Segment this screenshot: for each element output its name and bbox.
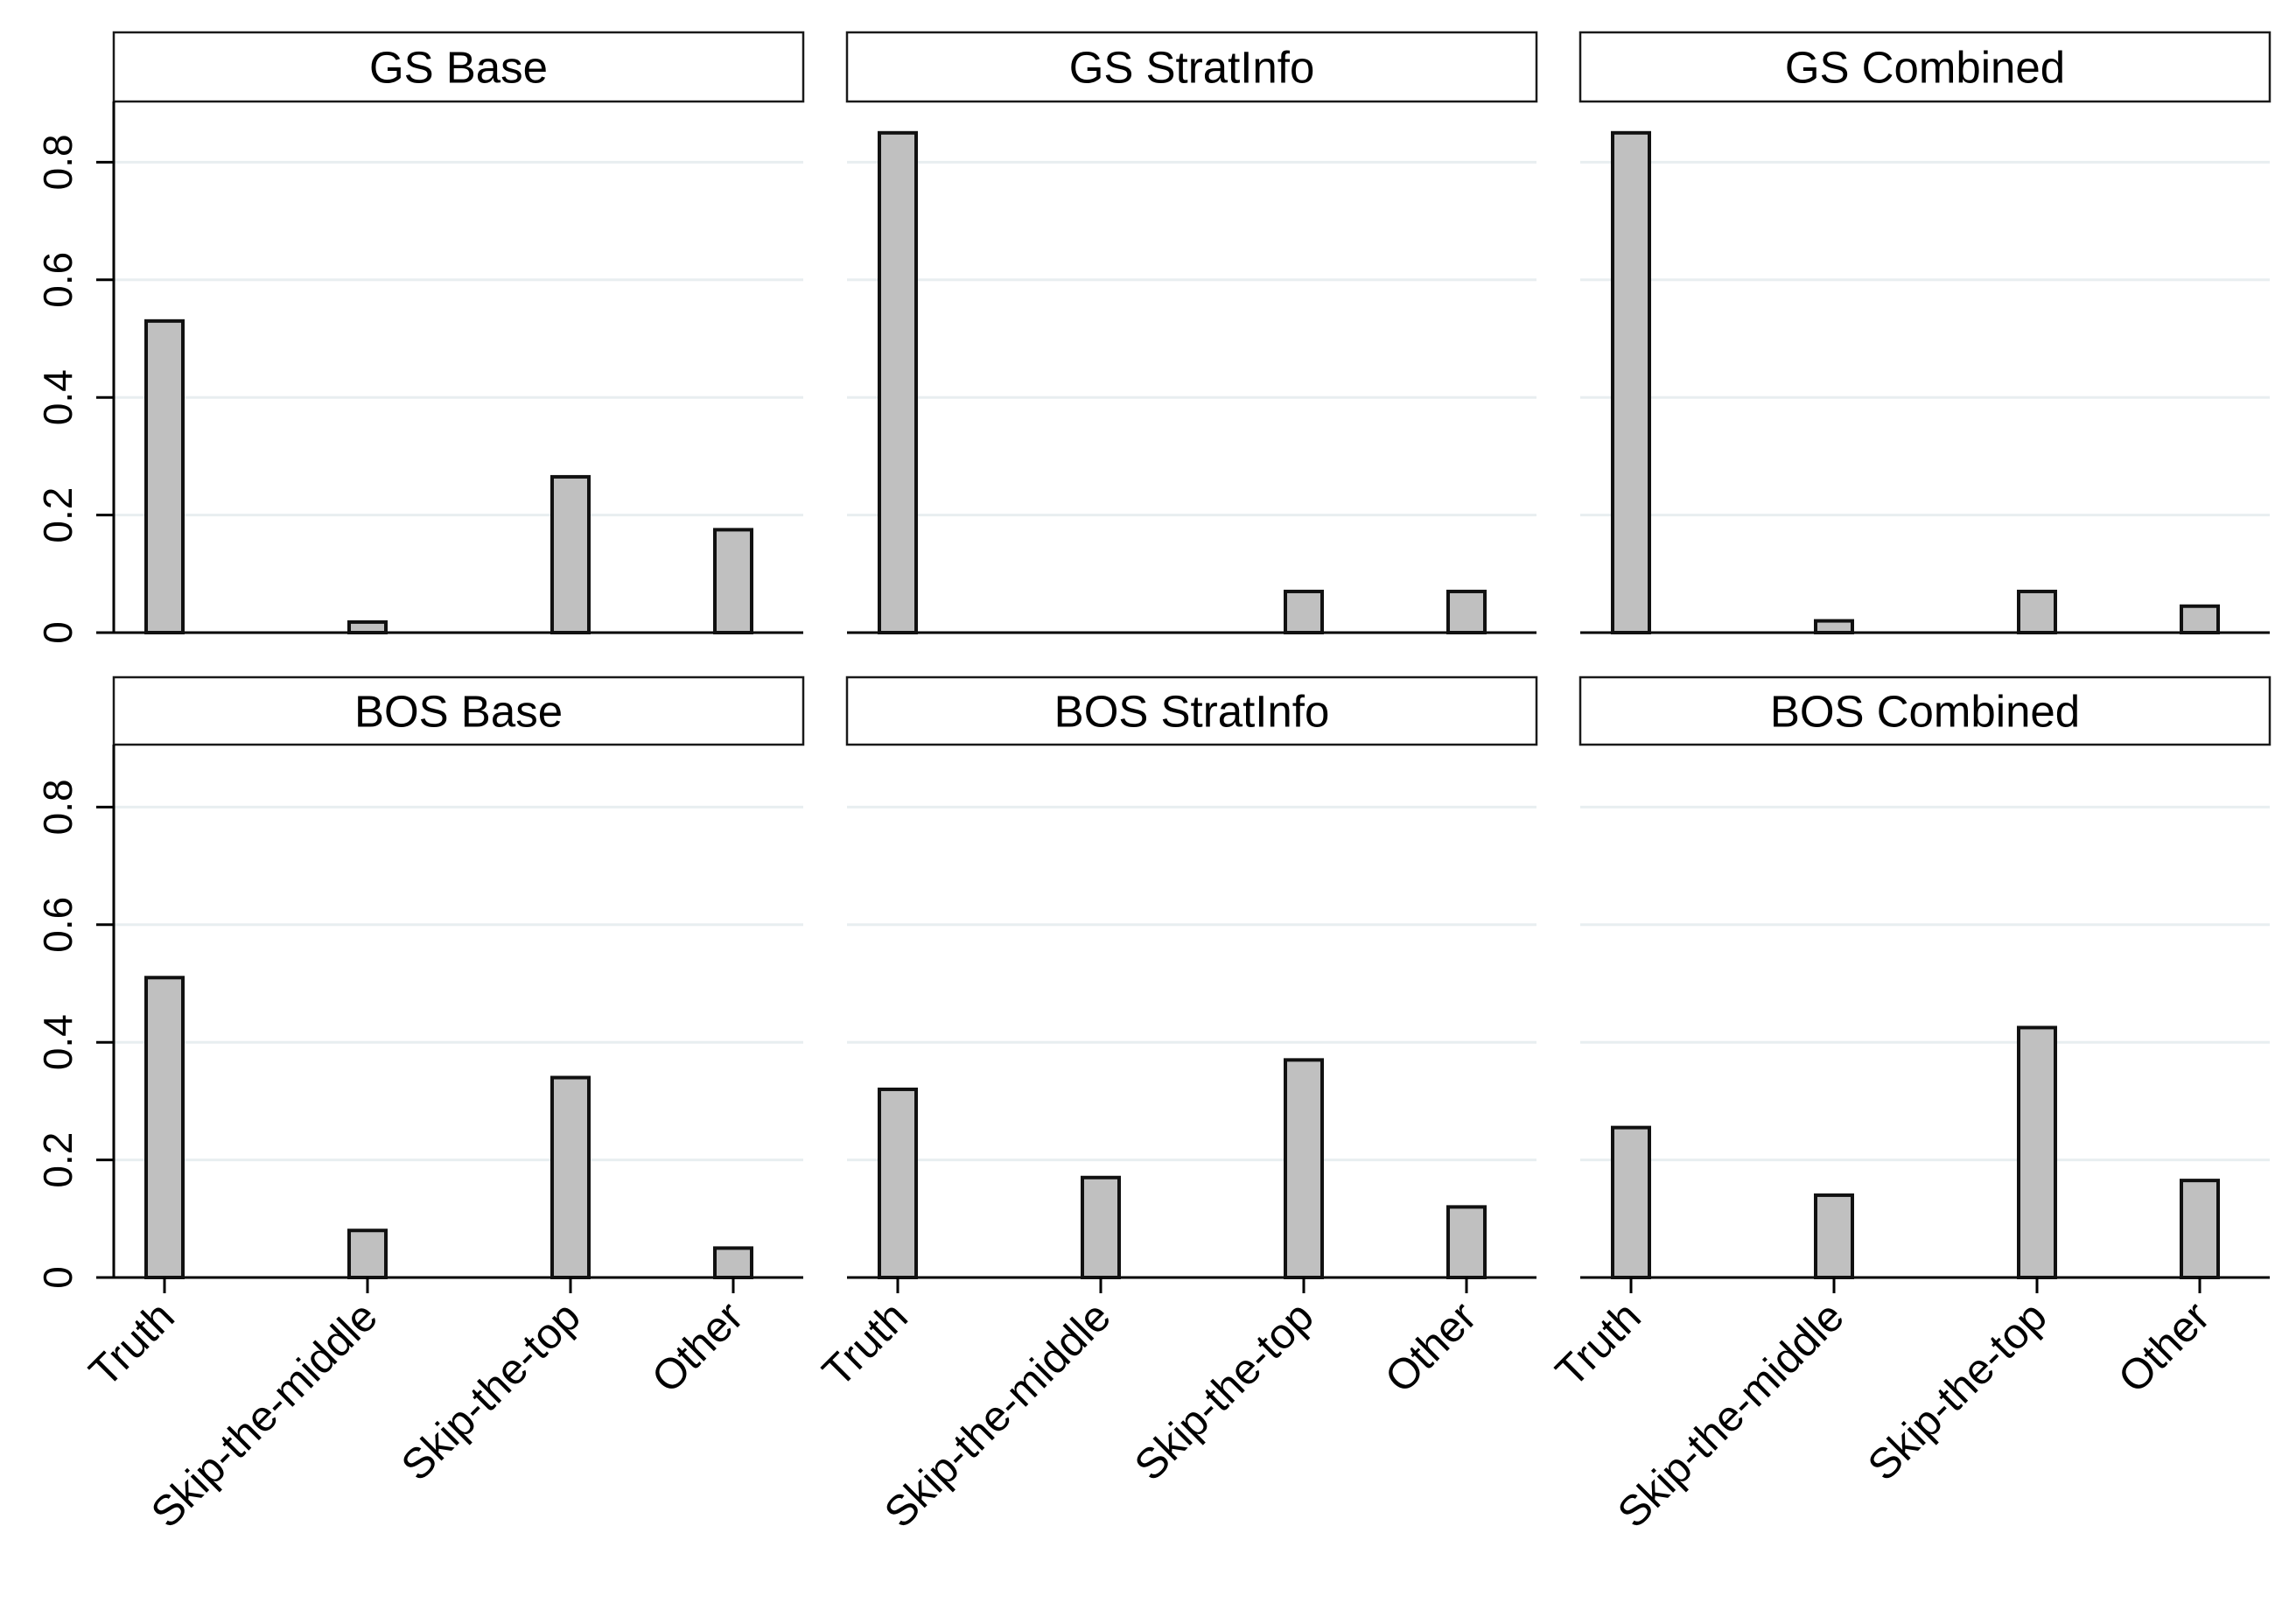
panel-title-gs-stratinfo: GS StratInfo xyxy=(1069,43,1315,93)
y-tick-label: 0.8 xyxy=(35,134,80,190)
bar-gs-combined-other xyxy=(2180,604,2220,635)
y-tick-label: 0.6 xyxy=(35,252,80,308)
y-tick-label: 0.4 xyxy=(35,1014,80,1070)
bar-gs-stratinfo-skip-the-top xyxy=(1284,589,1324,635)
bar-gs-base-skip-the-top xyxy=(550,474,591,634)
y-tick-label: 0.2 xyxy=(35,1132,80,1188)
panel-strip-gs-base xyxy=(112,31,805,103)
panel-strip-gs-stratinfo xyxy=(845,31,1538,103)
y-tick-label: 0.2 xyxy=(35,487,80,543)
bar-gs-base-other xyxy=(713,528,753,635)
y-tick-label: 0 xyxy=(35,621,80,644)
panel-title-bos-stratinfo: BOS StratInfo xyxy=(1054,687,1330,737)
x-tick-label: Truth xyxy=(1547,1293,1650,1396)
panel-title-gs-base: GS Base xyxy=(369,43,548,93)
x-tick-label: Skip-the-top xyxy=(1859,1293,2056,1490)
panel-strip-bos-stratinfo xyxy=(845,676,1538,746)
bar-gs-stratinfo-truth xyxy=(878,130,918,635)
panel-strip-bos-combined xyxy=(1578,676,2272,746)
bar-bos-combined-skip-the-middle xyxy=(1814,1193,1854,1280)
y-tick-label: 0.6 xyxy=(35,897,80,953)
bar-gs-combined-skip-the-top xyxy=(2017,589,2057,635)
bar-gs-stratinfo-other xyxy=(1446,589,1487,635)
bar-bos-base-truth xyxy=(144,976,185,1280)
panel-title-gs-combined: GS Combined xyxy=(1785,43,2065,93)
bar-bos-base-other xyxy=(713,1246,753,1280)
bar-bos-stratinfo-skip-the-middle xyxy=(1081,1175,1121,1280)
x-tick-label: Truth xyxy=(80,1293,184,1396)
x-tick-label: Other xyxy=(643,1293,752,1403)
panel-strip-bos-base xyxy=(112,676,805,746)
x-tick-label: Other xyxy=(1376,1293,1486,1403)
panel-title-bos-combined: BOS Combined xyxy=(1770,687,2080,737)
bar-bos-stratinfo-other xyxy=(1446,1205,1487,1279)
bar-gs-combined-skip-the-middle xyxy=(1814,619,1854,634)
bar-bos-combined-skip-the-top xyxy=(2017,1026,2057,1280)
bar-bos-stratinfo-skip-the-top xyxy=(1284,1058,1324,1279)
panel-strip-gs-combined xyxy=(1578,31,2272,103)
bar-bos-base-skip-the-top xyxy=(550,1075,591,1280)
y-tick-label: 0.8 xyxy=(35,779,80,835)
x-tick-label: Truth xyxy=(814,1293,917,1396)
x-tick-label: Other xyxy=(2110,1293,2219,1403)
panel-title-bos-base: BOS Base xyxy=(354,687,563,737)
bar-gs-base-skip-the-middle xyxy=(347,620,388,634)
bar-bos-stratinfo-truth xyxy=(878,1087,918,1279)
bar-bos-combined-truth xyxy=(1611,1125,1651,1280)
y-tick-label: 0.4 xyxy=(35,369,80,425)
x-tick-label: Skip-the-top xyxy=(1126,1293,1323,1490)
x-tick-label: Skip-the-top xyxy=(393,1293,590,1490)
bar-bos-combined-other xyxy=(2180,1179,2220,1279)
bar-gs-base-truth xyxy=(144,318,185,634)
y-tick-label: 0 xyxy=(35,1266,80,1289)
bar-bos-base-skip-the-middle xyxy=(347,1228,388,1279)
bar-gs-combined-truth xyxy=(1611,130,1651,635)
